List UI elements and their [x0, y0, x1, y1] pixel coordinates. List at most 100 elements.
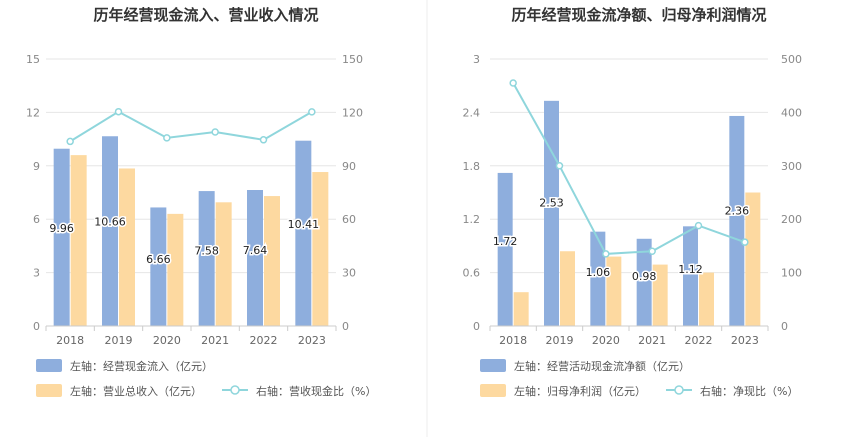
data-label: 6.66: [146, 253, 171, 266]
line-point[interactable]: [259, 136, 268, 144]
bar[interactable]: [215, 202, 232, 326]
y-left-tick-label: 0: [473, 320, 480, 333]
bar[interactable]: [544, 100, 559, 326]
data-label: 10.66: [94, 215, 126, 228]
legend: 左轴：经营现金流入（亿元） 左轴：营业总收入（亿元） 右轴：营收现金比（%）: [36, 359, 376, 398]
y-right-tick-label: 30: [342, 267, 356, 280]
bar[interactable]: [312, 172, 329, 326]
bar[interactable]: [264, 196, 280, 326]
bar[interactable]: [745, 192, 761, 327]
y-left-tick-label: 0.6: [463, 267, 481, 280]
line-point[interactable]: [509, 79, 517, 87]
x-tick-label: 2021: [638, 334, 666, 347]
line-point[interactable]: [602, 250, 610, 258]
bar[interactable]: [729, 115, 745, 327]
line-point[interactable]: [741, 238, 749, 246]
x-tick-label: 2020: [153, 334, 181, 347]
x-tick-label: 2018: [499, 334, 527, 347]
y-left-tick-label: 0: [33, 320, 40, 333]
data-label: 7.58: [194, 244, 219, 257]
data-label: 10.41: [288, 218, 320, 231]
bar[interactable]: [167, 213, 184, 326]
x-tick-label: 2023: [731, 334, 759, 347]
bar[interactable]: [606, 256, 622, 326]
x-tick-label: 2019: [546, 334, 574, 347]
y-left-tick-label: 6: [33, 213, 40, 226]
bar[interactable]: [497, 172, 513, 326]
legend-label: 左轴：经营现金流入（亿元）: [70, 359, 213, 373]
line-point[interactable]: [648, 247, 656, 255]
y-right-tick-label: 300: [781, 160, 802, 173]
data-label: 7.64: [243, 244, 268, 257]
panel-net-cash-flow: 历年经营现金流净额、归母净利润情况 1.72 2.53 1.06 0.98 1.12 2.…: [463, 6, 803, 398]
legend-swatch-bar-orange: [36, 384, 62, 397]
bar[interactable]: [590, 231, 606, 326]
line-point[interactable]: [308, 108, 316, 116]
x-tick-label: 2019: [105, 334, 133, 347]
bar[interactable]: [198, 191, 215, 326]
y-right-tick-label: 150: [342, 53, 363, 66]
legend-item-series-1[interactable]: 左轴：经营现金流入（亿元）: [36, 359, 213, 373]
bar[interactable]: [295, 140, 312, 326]
line-point[interactable]: [114, 107, 123, 116]
bar[interactable]: [560, 251, 575, 326]
y-right-tick-label: 60: [342, 213, 356, 226]
y-left-tick-label: 2.4: [463, 106, 481, 119]
line-series: [512, 82, 746, 255]
bar[interactable]: [247, 190, 263, 326]
legend-label: 右轴：营收现金比（%）: [256, 384, 376, 398]
y-left-tick-label: 1.2: [463, 213, 481, 226]
bar[interactable]: [53, 148, 70, 326]
y-left-tick-label: 1.8: [463, 160, 481, 173]
legend-item-series-3[interactable]: 右轴：净现比（%）: [666, 384, 798, 398]
bar[interactable]: [513, 292, 529, 326]
legend-label: 左轴：归母净利润（亿元）: [514, 384, 646, 398]
legend-swatch-bar-orange: [480, 384, 506, 397]
data-label: 0.98: [632, 270, 657, 283]
chart-title: 历年经营现金流净额、归母净利润情况: [511, 6, 766, 24]
line-point[interactable]: [694, 221, 703, 230]
y-right-tick-label: 0: [342, 320, 349, 333]
line-point[interactable]: [163, 134, 171, 142]
x-tick-label: 2021: [201, 334, 229, 347]
legend-item-series-2[interactable]: 左轴：归母净利润（亿元）: [480, 384, 646, 398]
bar[interactable]: [652, 264, 668, 326]
bar[interactable]: [150, 207, 167, 326]
legend-swatch-marker: [674, 385, 684, 395]
legend-swatch-bar-blue: [36, 359, 62, 372]
line-point[interactable]: [555, 162, 564, 170]
x-tick-label: 2022: [685, 334, 713, 347]
line-point[interactable]: [66, 137, 74, 146]
bar[interactable]: [699, 272, 714, 326]
y-right-tick-label: 120: [342, 106, 363, 119]
y-left-tick-label: 3: [33, 267, 40, 280]
line-series: [69, 110, 313, 143]
x-tick-label: 2018: [56, 334, 84, 347]
panel-cash-inflow: 历年经营现金流入、营业收入情况 9.96 10.66 6.66 7.58 7.64 10.…: [26, 6, 376, 398]
bar[interactable]: [102, 136, 118, 326]
bar[interactable]: [70, 155, 87, 326]
bar[interactable]: [636, 238, 652, 326]
legend-item-series-3[interactable]: 右轴：营收现金比（%）: [222, 384, 376, 398]
legend-item-series-1[interactable]: 左轴：经营活动现金流净额（亿元）: [480, 359, 690, 373]
y-left-tick-label: 9: [33, 160, 40, 173]
legend-swatch-marker: [230, 385, 240, 395]
x-tick-label: 2020: [592, 334, 620, 347]
data-label: 1.06: [586, 266, 611, 279]
y-left-tick-label: 3: [473, 53, 480, 66]
y-right-tick-label: 0: [781, 320, 788, 333]
y-right-tick-label: 400: [781, 106, 802, 119]
legend-label: 右轴：净现比（%）: [700, 384, 798, 398]
data-label: 1.72: [493, 235, 518, 248]
legend-label: 左轴：营业总收入（亿元）: [70, 384, 202, 398]
bar[interactable]: [683, 226, 698, 326]
x-tick-label: 2023: [298, 334, 326, 347]
legend-swatch-bar-blue: [480, 359, 506, 372]
data-label: 1.12: [678, 263, 703, 276]
line-point[interactable]: [211, 128, 219, 136]
bar[interactable]: [119, 168, 135, 326]
legend-item-series-2[interactable]: 左轴：营业总收入（亿元）: [36, 384, 202, 398]
data-label: 9.96: [49, 222, 74, 235]
